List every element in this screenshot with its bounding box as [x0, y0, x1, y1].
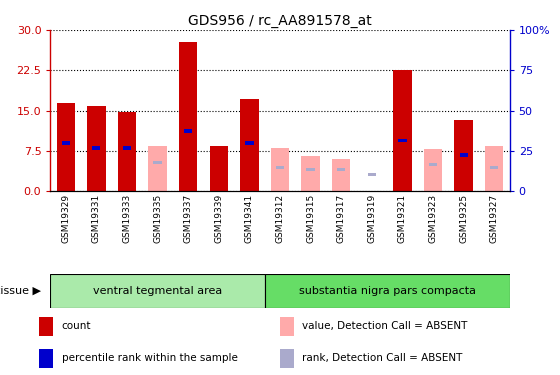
- Title: GDS956 / rc_AA891578_at: GDS956 / rc_AA891578_at: [188, 13, 372, 28]
- Text: tissue ▶: tissue ▶: [0, 286, 41, 296]
- Bar: [332, 159, 351, 191]
- Bar: [153, 161, 162, 164]
- Bar: [485, 146, 503, 191]
- Bar: [301, 156, 320, 191]
- Bar: [460, 153, 468, 157]
- Bar: [271, 148, 289, 191]
- Bar: [92, 146, 100, 150]
- Bar: [87, 106, 105, 191]
- Bar: [245, 141, 254, 145]
- Bar: [179, 42, 197, 191]
- Bar: [118, 112, 136, 191]
- Bar: [209, 146, 228, 191]
- Bar: [490, 166, 498, 168]
- Bar: [50, 274, 265, 308]
- Bar: [337, 168, 346, 171]
- Bar: [280, 349, 294, 368]
- Bar: [280, 317, 294, 336]
- Bar: [455, 120, 473, 191]
- Text: rank, Detection Call = ABSENT: rank, Detection Call = ABSENT: [302, 353, 463, 363]
- Bar: [265, 274, 510, 308]
- Text: substantia nigra pars compacta: substantia nigra pars compacta: [298, 286, 475, 296]
- Bar: [306, 168, 315, 171]
- Bar: [393, 70, 412, 191]
- Bar: [39, 317, 53, 336]
- Bar: [57, 103, 75, 191]
- Bar: [39, 349, 53, 368]
- Bar: [276, 166, 284, 168]
- Bar: [424, 149, 442, 191]
- Text: ventral tegmental area: ventral tegmental area: [93, 286, 222, 296]
- Bar: [184, 129, 192, 133]
- Bar: [398, 139, 407, 142]
- Text: value, Detection Call = ABSENT: value, Detection Call = ABSENT: [302, 321, 468, 332]
- Bar: [62, 141, 70, 145]
- Bar: [240, 99, 259, 191]
- Text: percentile rank within the sample: percentile rank within the sample: [62, 353, 237, 363]
- Bar: [148, 146, 167, 191]
- Bar: [368, 173, 376, 176]
- Bar: [123, 146, 131, 150]
- Bar: [429, 163, 437, 166]
- Text: count: count: [62, 321, 91, 332]
